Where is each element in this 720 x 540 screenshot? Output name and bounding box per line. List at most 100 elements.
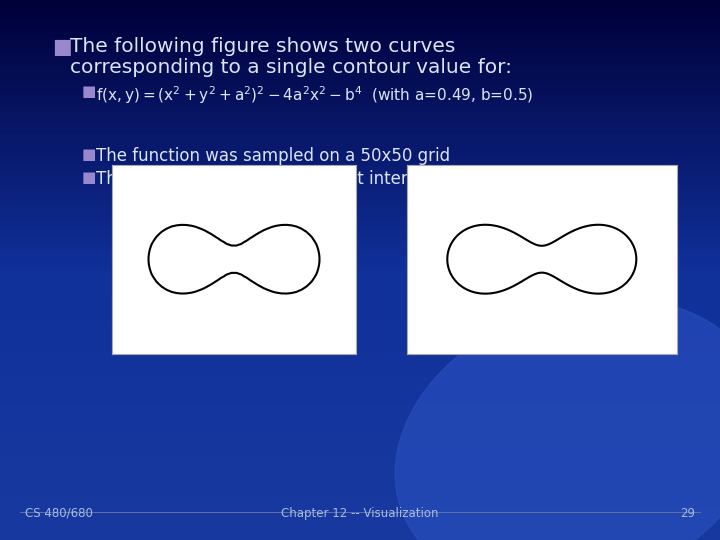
- Bar: [0, 220, 720, 227]
- Bar: [0, 183, 720, 189]
- Bar: [0, 372, 720, 378]
- Ellipse shape: [395, 298, 720, 540]
- Bar: [0, 377, 720, 383]
- Bar: [0, 31, 720, 38]
- Bar: [0, 145, 720, 151]
- Bar: [0, 172, 720, 178]
- Bar: [0, 177, 720, 184]
- Bar: [0, 10, 720, 16]
- Text: Chapter 12 -- Visualization: Chapter 12 -- Visualization: [282, 507, 438, 520]
- Bar: [0, 490, 720, 497]
- Bar: [0, 458, 720, 464]
- Text: CS 480/680: CS 480/680: [25, 507, 93, 520]
- Bar: [0, 447, 720, 454]
- Bar: [0, 399, 720, 405]
- Bar: [0, 355, 720, 362]
- Bar: [0, 188, 720, 194]
- Bar: [0, 474, 720, 481]
- Bar: [0, 4, 720, 11]
- Text: $\mathregular{f(x,y) = (x^2+y^2+a^2)^2-4a^2x^2-b^4}$  (with a=0.49, b=0.5): $\mathregular{f(x,y) = (x^2+y^2+a^2)^2-4…: [96, 84, 534, 106]
- Bar: [0, 48, 720, 54]
- Bar: [0, 307, 720, 313]
- Bar: [0, 91, 720, 97]
- Text: 29: 29: [680, 507, 695, 520]
- Bar: [0, 496, 720, 502]
- Text: ■: ■: [82, 84, 96, 99]
- Bar: [0, 156, 720, 162]
- Bar: [0, 258, 720, 265]
- Bar: [0, 415, 720, 421]
- Text: The left uses midpoint, the right interpolation.: The left uses midpoint, the right interp…: [96, 170, 480, 188]
- Bar: [0, 204, 720, 211]
- Bar: [0, 0, 720, 5]
- Bar: [0, 21, 720, 27]
- Bar: [0, 237, 720, 243]
- Bar: [0, 323, 720, 329]
- Bar: [0, 199, 720, 205]
- Bar: [0, 134, 720, 140]
- Bar: [0, 285, 720, 292]
- Bar: [0, 129, 720, 135]
- Bar: [0, 75, 720, 81]
- Bar: [0, 58, 720, 65]
- Bar: [0, 523, 720, 529]
- Bar: [0, 485, 720, 491]
- Text: corresponding to a single contour value for:: corresponding to a single contour value …: [70, 58, 512, 77]
- Bar: [0, 517, 720, 524]
- Bar: [0, 339, 720, 346]
- Bar: [0, 512, 720, 518]
- Bar: [0, 96, 720, 103]
- Bar: [0, 150, 720, 157]
- Bar: [0, 534, 720, 540]
- Bar: [0, 269, 720, 275]
- Bar: [0, 274, 720, 281]
- Bar: [0, 123, 720, 130]
- Bar: [0, 388, 720, 394]
- Bar: [0, 112, 720, 119]
- Bar: [0, 501, 720, 508]
- Bar: [0, 247, 720, 254]
- Bar: [0, 301, 720, 308]
- Bar: [0, 210, 720, 216]
- Bar: [0, 442, 720, 448]
- Bar: [0, 166, 720, 173]
- Bar: [0, 69, 720, 76]
- Bar: [0, 253, 720, 259]
- Bar: [0, 102, 720, 108]
- Text: ■: ■: [52, 37, 72, 57]
- Bar: [0, 242, 720, 248]
- Bar: [0, 296, 720, 302]
- Bar: [0, 463, 720, 470]
- Bar: [0, 361, 720, 367]
- Bar: [0, 366, 720, 373]
- Text: The following figure shows two curves: The following figure shows two curves: [70, 37, 455, 56]
- Bar: [0, 426, 720, 432]
- Bar: [0, 382, 720, 389]
- Bar: [0, 318, 720, 324]
- Bar: [0, 37, 720, 43]
- Bar: [0, 404, 720, 410]
- Bar: [0, 393, 720, 400]
- Bar: [0, 453, 720, 459]
- Bar: [0, 139, 720, 146]
- Bar: [0, 312, 720, 319]
- Bar: [0, 215, 720, 221]
- Bar: [0, 291, 720, 297]
- Bar: [0, 231, 720, 238]
- Bar: [0, 15, 720, 22]
- Bar: [0, 334, 720, 340]
- Bar: [0, 193, 720, 200]
- Text: The function was sampled on a 50x50 grid: The function was sampled on a 50x50 grid: [96, 147, 450, 165]
- Bar: [0, 507, 720, 513]
- Bar: [0, 345, 720, 351]
- Text: ■: ■: [82, 147, 96, 162]
- Bar: [0, 350, 720, 356]
- Text: ■: ■: [82, 170, 96, 185]
- Bar: [0, 64, 720, 70]
- Bar: [0, 431, 720, 437]
- Bar: [0, 226, 720, 232]
- Bar: [0, 42, 720, 49]
- Bar: [0, 26, 720, 32]
- Bar: [0, 480, 720, 486]
- Bar: [0, 80, 720, 86]
